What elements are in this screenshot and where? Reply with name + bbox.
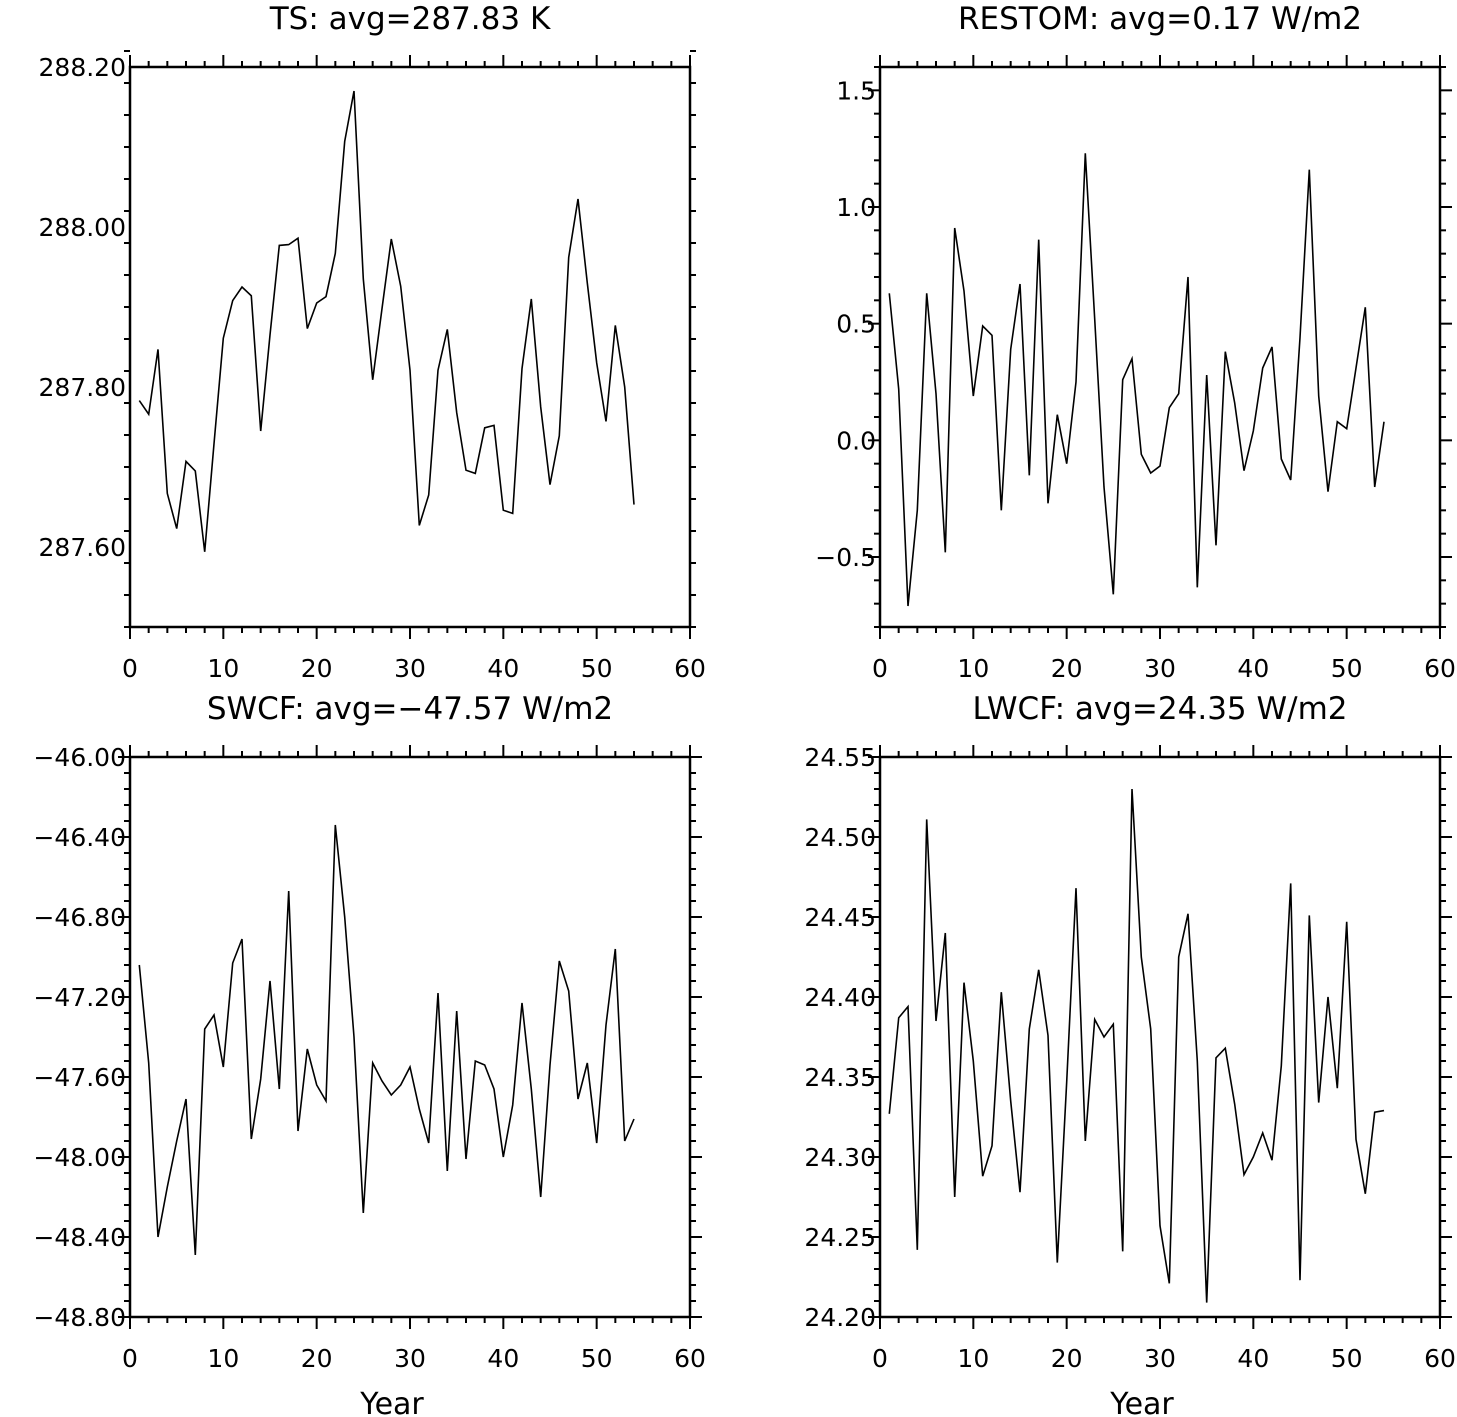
y-tick-label: −0.5: [815, 543, 876, 572]
y-tick-label: 24.50: [804, 823, 876, 852]
series-line: [889, 153, 1384, 606]
x-tick-label: 0: [122, 654, 138, 683]
y-tick-label: 288.00: [39, 213, 126, 242]
x-tick-label: 20: [1051, 654, 1083, 683]
series-line: [139, 825, 634, 1255]
x-tick-label: 30: [1144, 654, 1176, 683]
x-tick-label: 30: [394, 654, 426, 683]
y-tick-label: 24.20: [804, 1303, 876, 1332]
y-tick-label: 24.25: [804, 1223, 876, 1252]
x-tick-label: 30: [1144, 1344, 1176, 1373]
plot-frame: [130, 757, 690, 1317]
y-tick-label: 287.80: [39, 373, 126, 402]
x-tick-label: 0: [872, 654, 888, 683]
y-tick-label: 1.5: [836, 76, 876, 105]
y-tick-label: 24.30: [804, 1143, 876, 1172]
x-tick-label: 40: [487, 654, 519, 683]
y-tick-label: −47.20: [33, 983, 126, 1012]
x-tick-label: 20: [1051, 1344, 1083, 1373]
x-tick-label: 10: [207, 1344, 239, 1373]
x-tick-label: 20: [301, 1344, 333, 1373]
x-tick-label: 60: [1424, 654, 1456, 683]
x-tick-label: 50: [581, 654, 613, 683]
y-tick-label: 1.0: [836, 193, 876, 222]
panel-ts: TS: avg=287.83 K 0 10 20 30 40 50 60 287.60 287.8…: [39, 1, 706, 683]
x-tick-label: 40: [1237, 1344, 1269, 1373]
chart-title: LWCF: avg=24.35 W/m2: [972, 691, 1347, 727]
plot-frame: [880, 757, 1440, 1317]
x-tick-label: 30: [394, 1344, 426, 1373]
x-tick-label: 50: [581, 1344, 613, 1373]
y-tick-label: 0.0: [836, 426, 876, 455]
plot-frame: [130, 67, 690, 627]
panel-swcf: SWCF: avg=−47.57 W/m2 0 10 20 30 40 50 60 −48.80…: [33, 691, 705, 1417]
y-tick-label: −46.00: [33, 743, 126, 772]
y-tick-label: −46.40: [33, 823, 126, 852]
y-tick-label: 24.55: [804, 743, 876, 772]
panel-lwcf: LWCF: avg=24.35 W/m2 0 10 20 30 40 50 60 24.20 24…: [804, 691, 1455, 1417]
series-line: [139, 91, 634, 552]
plot-frame: [880, 67, 1440, 627]
series-line: [889, 789, 1384, 1303]
y-tick-label: 288.20: [39, 53, 126, 82]
x-tick-label: 40: [1237, 654, 1269, 683]
y-tick-label: 24.45: [804, 903, 876, 932]
chart-title: SWCF: avg=−47.57 W/m2: [207, 691, 613, 727]
x-axis-label: Year: [359, 1387, 424, 1417]
y-tick-label: −48.00: [33, 1143, 126, 1172]
y-tick-label: −46.80: [33, 903, 126, 932]
y-tick-label: 287.60: [39, 533, 126, 562]
x-tick-label: 10: [957, 654, 989, 683]
x-tick-label: 10: [207, 654, 239, 683]
y-tick-label: 0.5: [836, 310, 876, 339]
x-tick-label: 10: [957, 1344, 989, 1373]
x-tick-label: 60: [674, 654, 706, 683]
x-tick-label: 0: [872, 1344, 888, 1373]
x-tick-label: 50: [1331, 1344, 1363, 1373]
panel-restom: RESTOM: avg=0.17 W/m2 0 10 20 30 40 50 60 −0.5 0.…: [815, 1, 1456, 683]
y-tick-label: −47.60: [33, 1063, 126, 1092]
y-tick-label: 24.35: [804, 1063, 876, 1092]
y-tick-label: 24.40: [804, 983, 876, 1012]
x-tick-label: 60: [1424, 1344, 1456, 1373]
chart-title: TS: avg=287.83 K: [269, 1, 551, 37]
chart-title: RESTOM: avg=0.17 W/m2: [958, 1, 1362, 37]
y-tick-label: −48.80: [33, 1303, 126, 1332]
x-tick-label: 0: [122, 1344, 138, 1373]
x-tick-label: 50: [1331, 654, 1363, 683]
x-tick-label: 20: [301, 654, 333, 683]
y-tick-label: −48.40: [33, 1223, 126, 1252]
x-tick-label: 40: [487, 1344, 519, 1373]
x-tick-label: 60: [674, 1344, 706, 1373]
x-axis-label: Year: [1109, 1387, 1174, 1417]
